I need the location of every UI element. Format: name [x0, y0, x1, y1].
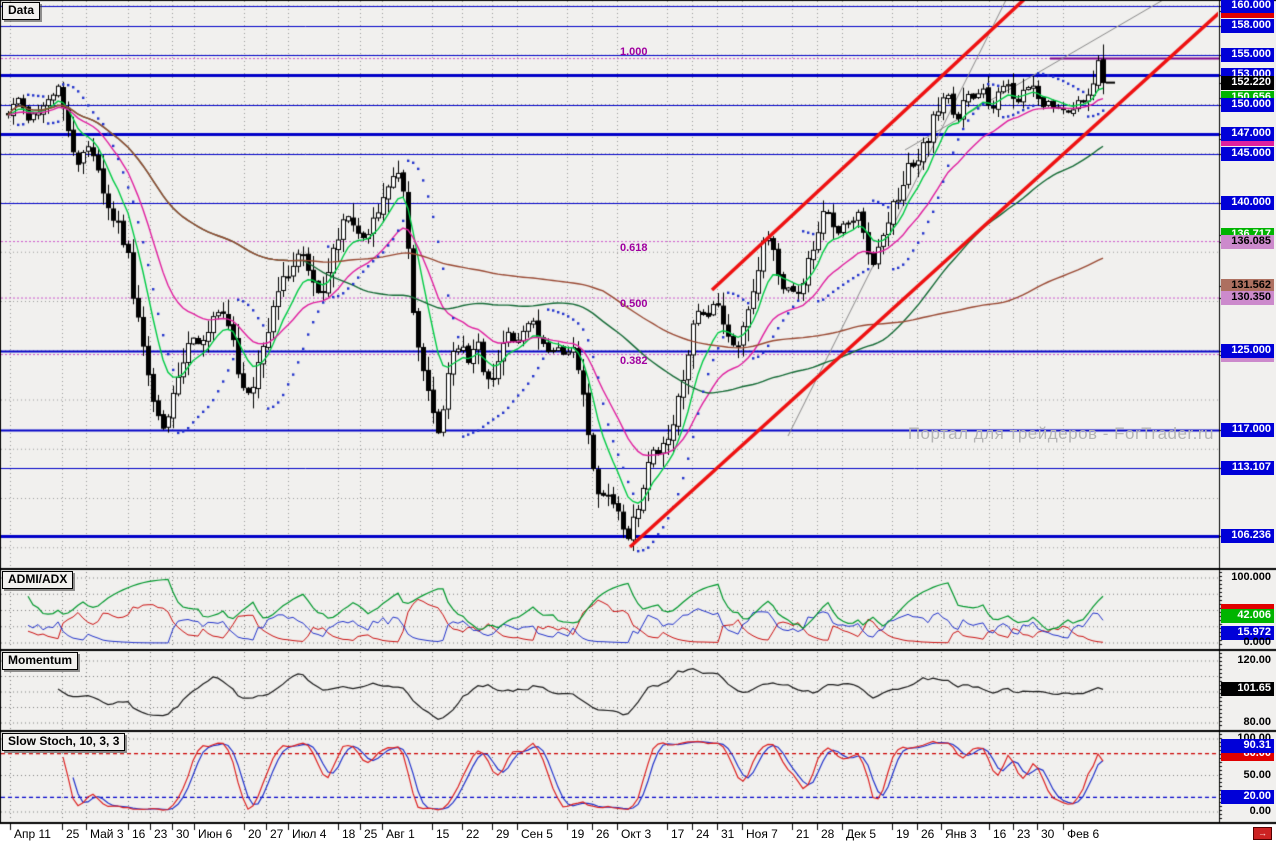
date-axis-label: Ноя 7 [746, 827, 778, 841]
momentum-indicator-button[interactable]: Momentum [2, 652, 78, 670]
date-axis-label: 19 [896, 827, 910, 841]
price-axis-label: 160.000 [1221, 0, 1274, 13]
price-axis-label: 145.000 [1221, 147, 1274, 161]
stoch-axis-label: 90.31 [1221, 739, 1274, 753]
price-axis-label: 158.000 [1221, 19, 1274, 33]
price-axis-label: 106.236 [1221, 529, 1274, 543]
date-axis-label: 23 [154, 827, 168, 841]
date-axis-label: 28 [821, 827, 835, 841]
date-axis-label: Янв 3 [945, 827, 977, 841]
date-axis-label: 26 [596, 827, 610, 841]
date-axis-label: 18 [342, 827, 356, 841]
date-axis-label: 17 [671, 827, 685, 841]
stoch-axis-label: 0.00 [1249, 805, 1271, 817]
momentum-axis-label: 120.00 [1237, 654, 1271, 666]
price-axis-label: 136.085 [1221, 235, 1274, 249]
scroll-forward-button[interactable]: → [1253, 827, 1272, 840]
date-axis-label: Авг 1 [386, 827, 415, 841]
price-axis-label: 125.000 [1221, 344, 1274, 358]
price-axis-label: 113.107 [1221, 461, 1274, 475]
date-axis-label: Дек 5 [846, 827, 877, 841]
date-axis-label: Май 3 [90, 827, 124, 841]
date-axis-label: Июн 6 [198, 827, 233, 841]
adx-indicator-button[interactable]: ADMI/ADX [2, 571, 74, 589]
adx-axis-label: 15.972 [1221, 626, 1274, 640]
date-axis-label: 25 [66, 827, 80, 841]
fib-level-label: 0.500 [620, 298, 648, 310]
date-axis-label: Сен 5 [521, 827, 553, 841]
date-axis-label: 23 [1017, 827, 1031, 841]
fib-level-label: 1.000 [620, 46, 648, 58]
momentum-axis-label: 101.65 [1221, 682, 1274, 696]
momentum-axis-label: 80.00 [1243, 716, 1271, 728]
watermark: Портал для трейдеров - ForTrader.ru [907, 424, 1214, 443]
stochastic-indicator-button[interactable]: Slow Stoch, 10, 3, 3 [2, 733, 126, 751]
price-axis-label: 147.000 [1221, 127, 1274, 141]
adx-axis-label: 0.000 [1243, 636, 1271, 648]
date-axis-label: 24 [696, 827, 710, 841]
date-axis-label: 30 [176, 827, 190, 841]
date-axis-label: Июл 4 [292, 827, 327, 841]
price-axis-label: 117.000 [1221, 423, 1274, 437]
date-axis-label: 16 [132, 827, 146, 841]
date-axis-label: 29 [496, 827, 510, 841]
date-axis-label: 30 [1041, 827, 1055, 841]
price-axis-label: 155.000 [1221, 48, 1274, 62]
stoch-axis-label: 50.00 [1243, 769, 1271, 781]
date-axis-label: 19 [571, 827, 585, 841]
fib-level-label: 0.618 [620, 242, 648, 254]
date-axis-label: Окт 3 [621, 827, 652, 841]
adx-axis-label: 42.006 [1221, 609, 1274, 623]
date-axis-label: 31 [721, 827, 735, 841]
data-series-button[interactable]: Data [2, 2, 41, 20]
date-axis-label: 27 [270, 827, 284, 841]
price-axis-label: 150.000 [1221, 98, 1274, 112]
price-axis-label: 152.220 [1221, 76, 1274, 90]
fib-level-label: 0.382 [620, 355, 648, 367]
price-axis-label: 130.350 [1221, 291, 1274, 305]
date-axis-label: 16 [993, 827, 1007, 841]
price-axis-label: 131.562 [1221, 279, 1274, 293]
date-axis-label: 25 [364, 827, 378, 841]
date-axis-label: 21 [796, 827, 810, 841]
date-axis-label: 22 [466, 827, 480, 841]
date-axis-label: Апр 11 [14, 827, 51, 841]
adx-axis-label: 100.000 [1231, 571, 1271, 583]
stoch-axis-label: 20.00 [1221, 790, 1274, 804]
date-axis-label: 26 [921, 827, 935, 841]
date-axis-label: 20 [248, 827, 262, 841]
date-axis-label: Фев 6 [1067, 827, 1100, 841]
date-axis-label: 15 [436, 827, 450, 841]
price-axis-label: 140.000 [1221, 196, 1274, 210]
